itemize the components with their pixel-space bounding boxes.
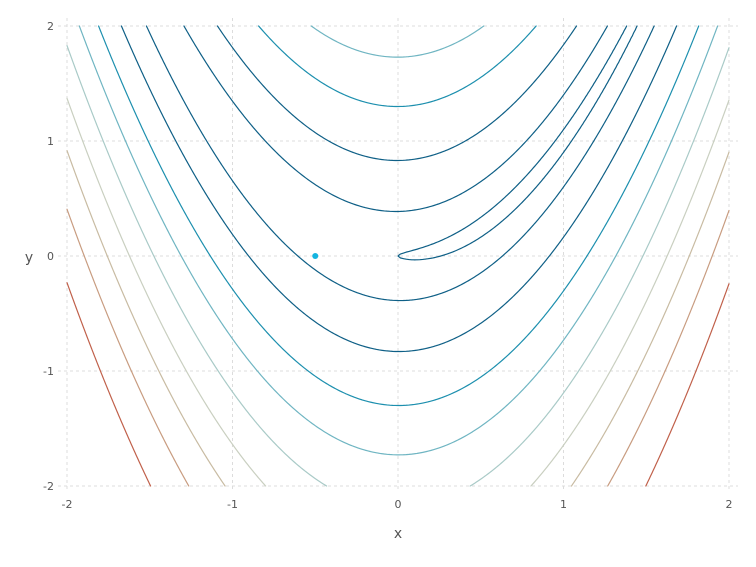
contour-line [78,25,719,456]
contour-line [66,208,730,487]
y-tick-labels: 2 1 0 -1 -2 [43,20,54,493]
x-tick-label: 2 [726,498,733,511]
contour-line [66,282,730,487]
contour-lines [66,25,730,487]
y-tick-label: 0 [47,250,54,263]
contour-line [66,44,730,487]
data-point [312,253,319,259]
x-tick-label: -1 [227,498,238,511]
y-axis-label: y [25,250,33,266]
contour-line [66,150,730,487]
x-tick-label: 1 [560,498,567,511]
y-tick-label: 1 [47,135,54,148]
x-axis-label: x [394,526,402,542]
contour-line [66,97,730,487]
x-tick-label: -2 [62,498,73,511]
y-tick-label: -2 [43,480,54,493]
contour-line [397,25,638,261]
contour-line [120,25,678,353]
gridlines [58,18,738,492]
y-tick-label: 2 [47,20,54,33]
y-tick-label: -1 [43,365,54,378]
x-tick-label: 0 [395,498,402,511]
x-tick-labels: -2 -1 0 1 2 [62,498,733,511]
contour-line [98,25,700,407]
contour-line [145,25,655,302]
